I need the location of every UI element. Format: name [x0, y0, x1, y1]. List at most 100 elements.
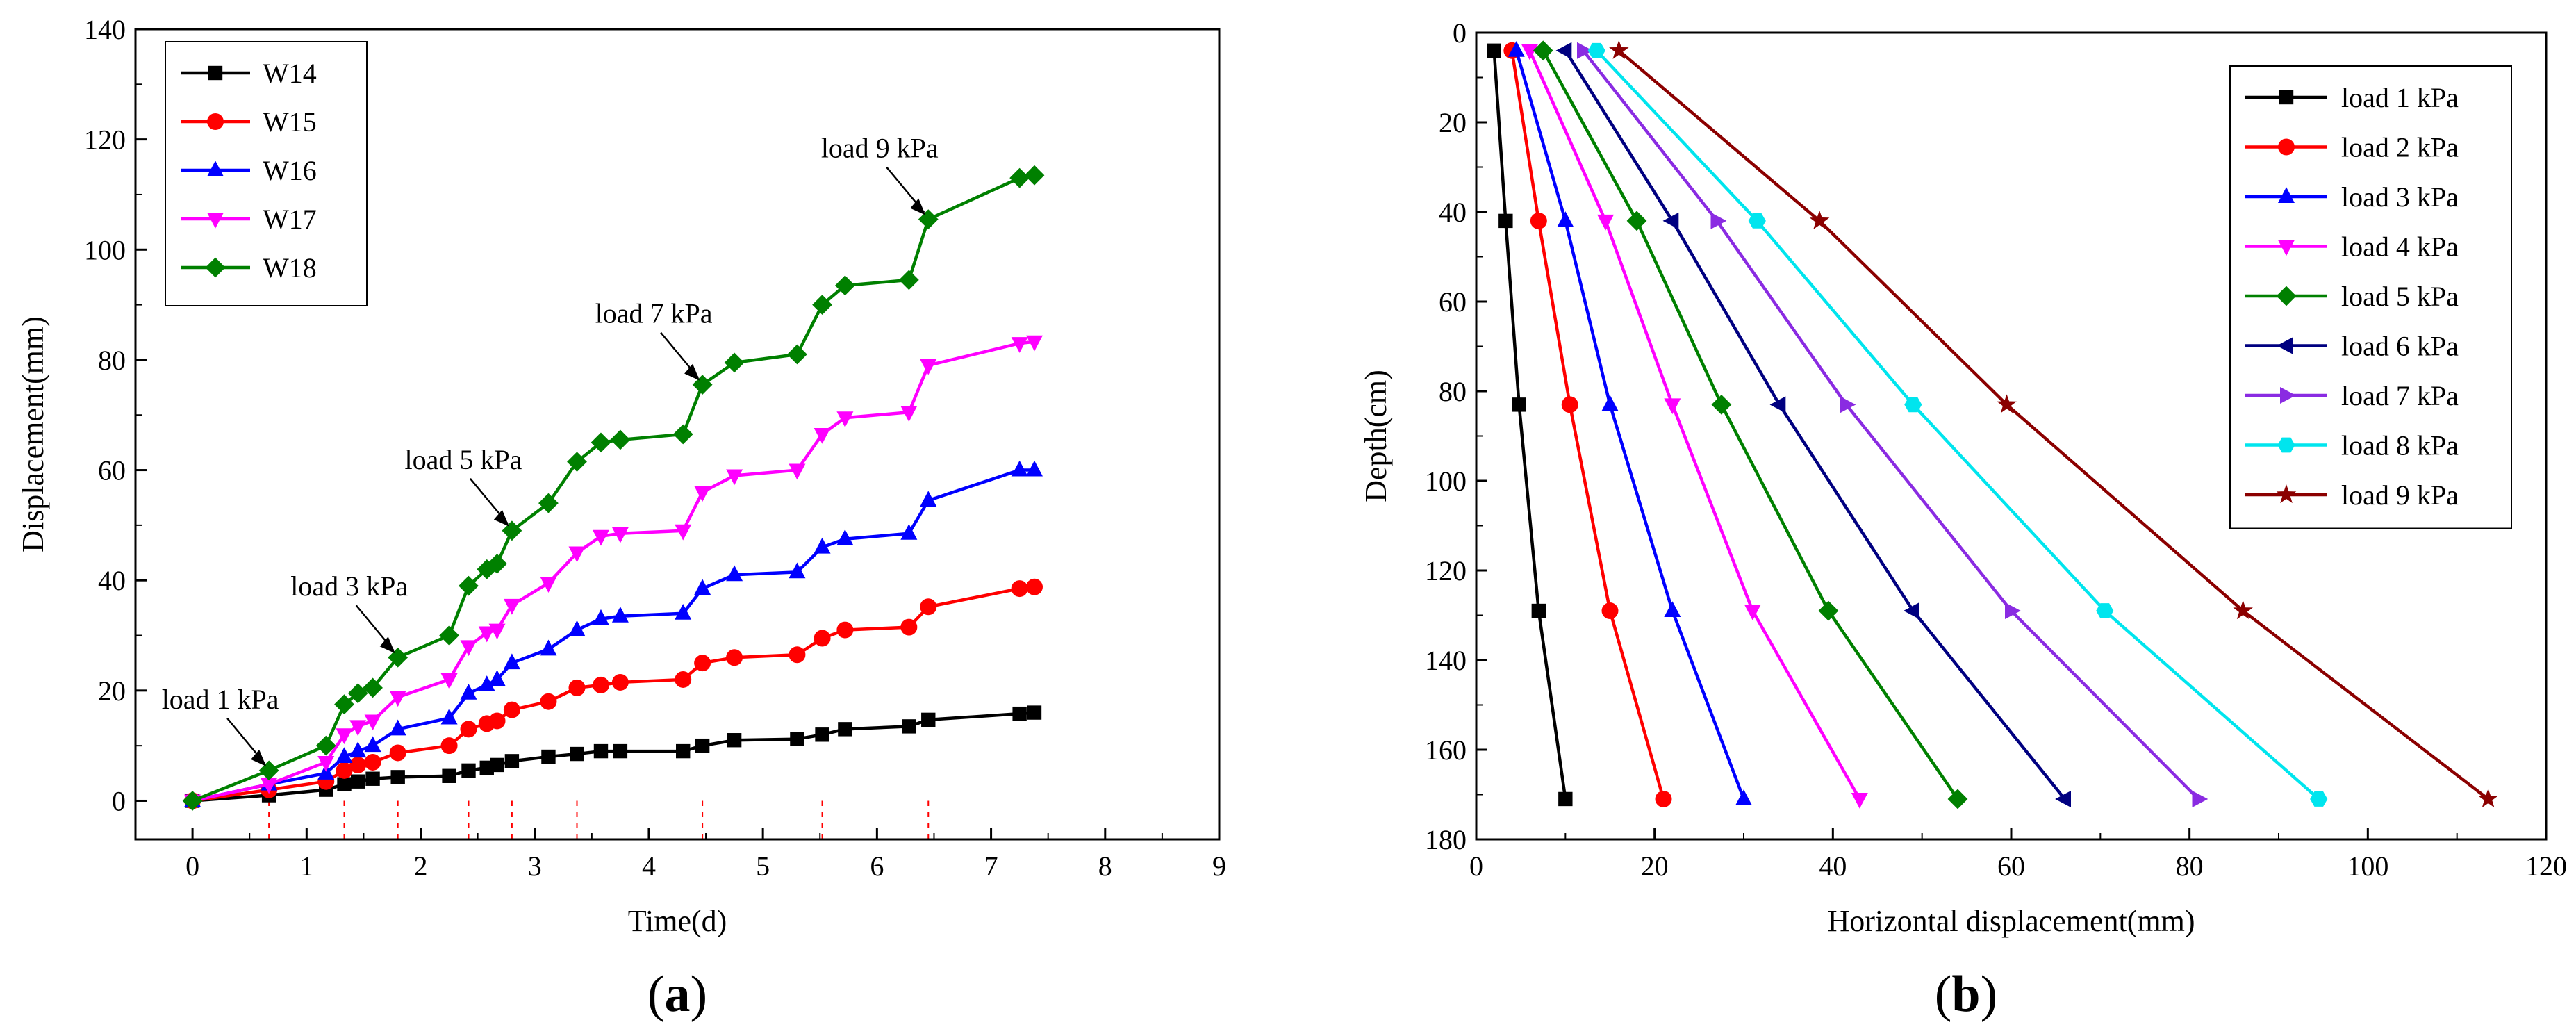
legend-entry-load-6-kpa: load 6 kPa: [2245, 331, 2459, 362]
x-tick-label-3: 3: [528, 850, 542, 882]
legend-label-w14: W14: [263, 58, 317, 89]
point-w16-8: [460, 684, 477, 700]
point-w14-11: [504, 754, 520, 768]
point-w16-4: [349, 741, 367, 758]
series-line-load-6-kpa: [1564, 49, 2066, 800]
point-w14-5: [365, 771, 380, 786]
panel-a-close-paren: ): [691, 966, 708, 1023]
panel-b-open-paren: (: [1935, 966, 1952, 1023]
point-w14-7: [442, 768, 456, 783]
y-tick-label-100: 100: [84, 234, 126, 265]
y-tick-label-40: 40: [1439, 197, 1467, 228]
series-w14: [185, 705, 1042, 808]
point-w14-3: [337, 777, 352, 791]
series-load-4-kpa: [1521, 44, 1868, 809]
point-w17-14: [592, 529, 609, 546]
point-w18-8: [459, 575, 479, 596]
point-w14-4: [351, 774, 365, 789]
point-w14-14: [593, 743, 609, 759]
point-w17-1: [261, 778, 278, 794]
point-w14-15: [613, 743, 628, 759]
point-w18-18: [724, 352, 745, 373]
point-load-4-kpa-4: [1851, 792, 1868, 809]
point-w17-18: [726, 469, 743, 486]
point-load-9-kpa-2: [1997, 394, 2017, 413]
x-tick-label-0: 0: [185, 850, 199, 882]
point-load-5-kpa-2: [1711, 394, 1732, 415]
point-w14-24: [1012, 706, 1027, 721]
point-w18-12: [538, 493, 559, 513]
point-w15-20: [814, 630, 831, 647]
point-load-4-kpa-0: [1521, 44, 1538, 60]
legend-marker-w17: [207, 213, 224, 229]
legend-label-w18: W18: [263, 252, 317, 283]
point-w17-24: [1011, 337, 1028, 353]
point-load-8-kpa-3: [2096, 603, 2114, 618]
panel-a-y-ticks: 0 20 40 60 80 100 120 140: [84, 14, 147, 816]
point-w15-11: [503, 701, 520, 718]
point-w15-19: [789, 646, 806, 664]
legend-label-load-5-kpa: load 5 kPa: [2341, 281, 2459, 312]
legend-entry-load-5-kpa: load 5 kPa: [2245, 281, 2459, 312]
point-load-9-kpa-1: [1809, 210, 1830, 230]
annotation-text-3: load 7 kPa: [595, 298, 713, 329]
point-w15-14: [592, 676, 609, 693]
point-w17-17: [694, 486, 711, 502]
point-w18-23: [918, 209, 939, 230]
point-w17-11: [503, 598, 520, 615]
point-load-7-kpa-2: [1840, 396, 1856, 413]
panel-b-y-axis-label: Depth(cm): [1359, 370, 1393, 502]
point-w18-7: [439, 625, 459, 646]
panel-a-dashed-guides: [268, 800, 930, 839]
point-w16-24: [1011, 460, 1028, 477]
point-w18-4: [347, 683, 368, 704]
point-w17-23: [920, 359, 937, 375]
point-w17-2: [317, 755, 335, 772]
point-load-5-kpa-1: [1626, 211, 1647, 231]
x-tick-label-8: 8: [1098, 850, 1112, 882]
point-load-1-kpa-4: [1558, 791, 1573, 807]
legend-marker-load-4-kpa: [2278, 240, 2295, 256]
point-w18-14: [591, 432, 611, 453]
x-tick-label-9: 9: [1212, 850, 1226, 882]
point-w14-23: [921, 712, 936, 727]
legend-marker-w15: [207, 113, 224, 130]
panel-a-series: [182, 165, 1045, 811]
annotation-arrowhead-4: [910, 198, 926, 215]
y-tick-label-80: 80: [1439, 376, 1467, 407]
point-w16-22: [900, 523, 918, 540]
x-tick-label-120: 120: [2525, 850, 2567, 882]
point-w14-13: [570, 746, 584, 762]
point-load-3-kpa-4: [1735, 789, 1752, 805]
legend-box: [165, 41, 368, 306]
point-w14-8: [461, 763, 476, 778]
point-w16-16: [675, 603, 692, 620]
point-w16-21: [836, 529, 854, 545]
point-w15-5: [364, 753, 381, 771]
legend-entry-w15: W15: [181, 106, 317, 138]
x-tick-label-20: 20: [1641, 850, 1669, 882]
point-load-2-kpa-1: [1530, 212, 1547, 229]
point-w16-6: [389, 719, 406, 736]
y-tick-label-60: 60: [98, 455, 126, 486]
point-w14-17: [695, 738, 710, 753]
point-load-2-kpa-2: [1561, 396, 1578, 413]
point-w16-10: [488, 670, 506, 686]
legend-marker-load-5-kpa: [2276, 286, 2297, 306]
point-load-1-kpa-3: [1531, 603, 1546, 618]
point-w14-18: [727, 733, 742, 748]
series-load-6-kpa: [1555, 42, 2071, 807]
point-load-5-kpa-3: [1818, 600, 1839, 621]
legend-label-load-6-kpa: load 6 kPa: [2341, 331, 2459, 362]
point-w16-12: [540, 639, 557, 656]
panel-a-frame: [134, 28, 1221, 841]
point-load-4-kpa-1: [1597, 214, 1615, 231]
point-w16-7: [440, 708, 458, 725]
point-w17-19: [789, 463, 806, 480]
point-w16-17: [694, 579, 711, 595]
point-w18-16: [672, 424, 693, 445]
point-load-7-kpa-0: [1577, 42, 1593, 59]
x-tick-label-100: 100: [2347, 850, 2388, 882]
series-w17: [184, 335, 1043, 811]
